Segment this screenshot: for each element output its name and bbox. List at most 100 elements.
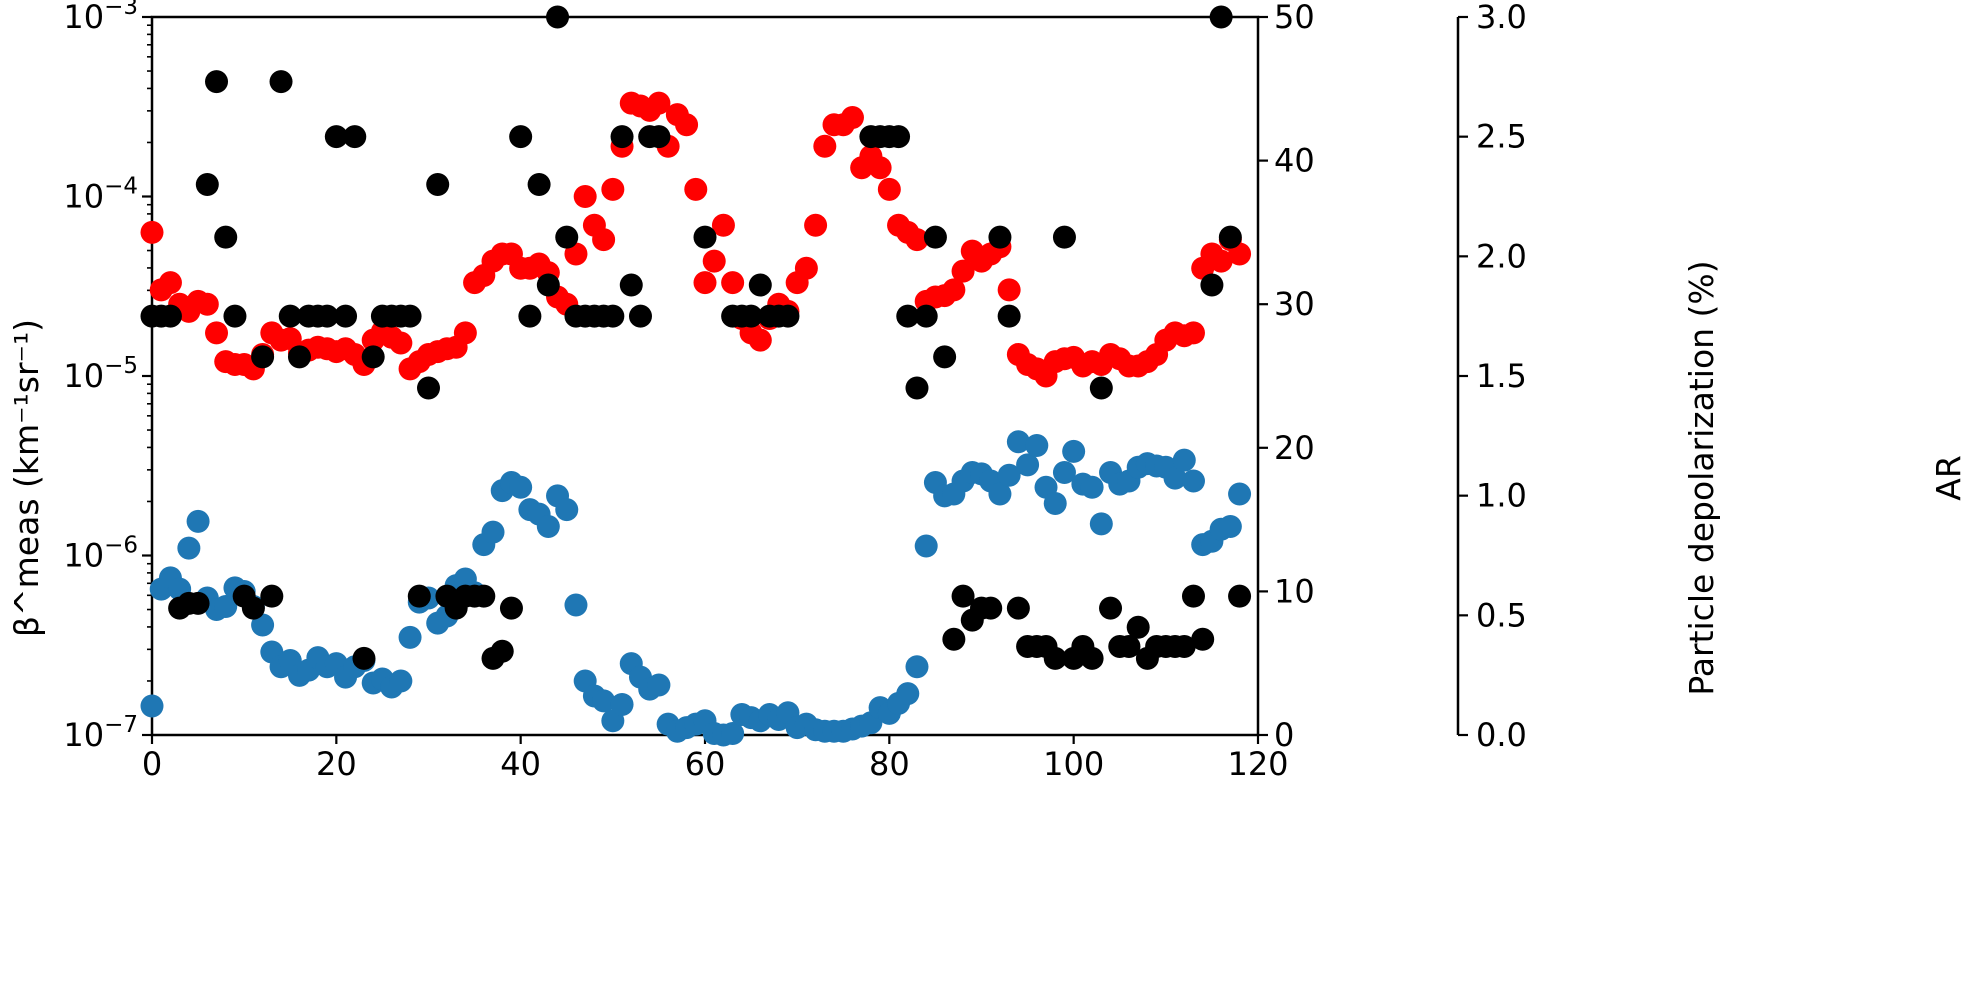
ar-point <box>223 304 247 328</box>
depolarization-point <box>804 213 828 237</box>
depolarization-point <box>1228 242 1252 266</box>
tick-labels: 0 20 40 60 80 100 12010−710−610−510−410−301020… <box>63 0 1527 783</box>
left-axis-label-text: β^meas (km⁻¹sr⁻¹) <box>7 319 46 637</box>
ar-point <box>1052 225 1076 249</box>
right-tick-label: 10 <box>1274 572 1315 610</box>
left-tick-label: 10−4 <box>63 174 138 216</box>
ar-point <box>942 627 966 651</box>
ar-tick-label: 1.0 <box>1476 477 1527 515</box>
ar-tick-label: 2.5 <box>1476 118 1527 156</box>
ar-point <box>923 225 947 249</box>
left-axis-label: β^meas (km⁻¹sr⁻¹) <box>7 319 46 637</box>
ar-point <box>158 304 182 328</box>
ar-point <box>647 125 671 149</box>
left-tick-exponent: −6 <box>104 533 138 559</box>
ar-point <box>1191 627 1215 651</box>
ar-point <box>628 304 652 328</box>
ar-point <box>490 639 514 663</box>
depolarization-point <box>813 134 837 158</box>
backscatter-point <box>1089 512 1113 536</box>
depolarization-point <box>158 271 182 295</box>
depolarization-point <box>573 185 597 208</box>
left-tick-exponent: −7 <box>104 712 138 738</box>
ar-point <box>610 125 634 149</box>
right-axis-label: Particle depolarization (%) <box>1682 260 1721 695</box>
left-tick-exponent: −5 <box>104 353 138 379</box>
backscatter-point <box>389 669 413 693</box>
ar-point <box>748 273 772 297</box>
ar-point <box>361 345 385 369</box>
ar-point <box>905 376 929 400</box>
depolarization-point <box>905 228 929 252</box>
backscatter-point <box>988 482 1012 506</box>
backscatter-point <box>1062 439 1086 463</box>
depolarization-point <box>1181 321 1205 345</box>
ar-point <box>546 5 570 29</box>
ar-point <box>518 304 542 328</box>
ar-point <box>1181 584 1205 608</box>
ar-point <box>536 273 560 297</box>
depolarization-point <box>564 242 588 266</box>
ar-point <box>601 304 625 328</box>
ar-point <box>1126 615 1150 639</box>
ar-tick-label: 3.0 <box>1476 0 1527 36</box>
ar-point <box>334 304 358 328</box>
backscatter-point <box>592 689 616 713</box>
ar-point <box>1209 5 1233 29</box>
ar-point <box>1006 596 1030 620</box>
left-tick-exponent: −4 <box>104 174 138 200</box>
ar-tick-label: 2.0 <box>1476 237 1527 275</box>
left-tick-exponent: −3 <box>104 0 138 20</box>
backscatter-point <box>214 594 238 618</box>
backscatter-point <box>186 509 210 533</box>
ar-point <box>933 345 957 369</box>
depolarization-point <box>389 331 413 355</box>
depolarization-point <box>647 91 671 115</box>
ar-point <box>896 304 920 328</box>
ar-point <box>1117 634 1141 658</box>
ar-point <box>472 584 496 608</box>
backscatter-point <box>1181 469 1205 493</box>
ar-point <box>186 591 210 615</box>
right-tick-label: 40 <box>1274 142 1315 180</box>
backscatter-point <box>398 625 422 649</box>
right-tick-label: 0 <box>1274 716 1294 754</box>
left-tick-label: 10−6 <box>63 533 138 575</box>
ar-point <box>887 125 911 149</box>
right-tick-label: 20 <box>1274 429 1315 467</box>
depolarization-point <box>748 328 772 352</box>
ar-point <box>195 173 219 197</box>
backscatter-point <box>997 463 1021 487</box>
x-tick-label: 40 <box>500 745 541 783</box>
backscatter-point <box>721 721 745 745</box>
data-points <box>140 5 1252 747</box>
ar-point <box>315 304 339 328</box>
ar-point <box>1172 634 1196 658</box>
ar-point <box>1080 646 1104 670</box>
left-tick-base: 10 <box>63 178 104 216</box>
ar-point <box>287 345 311 369</box>
plot-frame <box>150 15 1260 737</box>
ar-point <box>278 304 302 328</box>
backscatter-point <box>1172 448 1196 472</box>
backscatter-point <box>1025 434 1049 458</box>
backscatter-point <box>610 692 634 716</box>
depolarization-point <box>868 156 892 180</box>
right-tick-label: 30 <box>1274 285 1315 323</box>
ar-point <box>693 225 717 249</box>
left-tick-label: 10−5 <box>63 353 138 395</box>
left-tick-base: 10 <box>63 0 104 36</box>
x-tick-label: 100 <box>1043 745 1104 783</box>
depolarization-point <box>205 321 229 345</box>
ar-tick-label: 0.0 <box>1476 716 1527 754</box>
backscatter-point <box>896 682 920 706</box>
ar-point <box>499 596 523 620</box>
ar-tick-label: 0.5 <box>1476 596 1527 634</box>
backscatter-point <box>177 536 201 560</box>
ar-axis-label: AR <box>1929 455 1968 501</box>
depolarization-point <box>675 113 699 137</box>
depolarization-point <box>684 177 708 201</box>
left-tick-base: 10 <box>63 537 104 575</box>
depolarization-point <box>794 256 818 280</box>
